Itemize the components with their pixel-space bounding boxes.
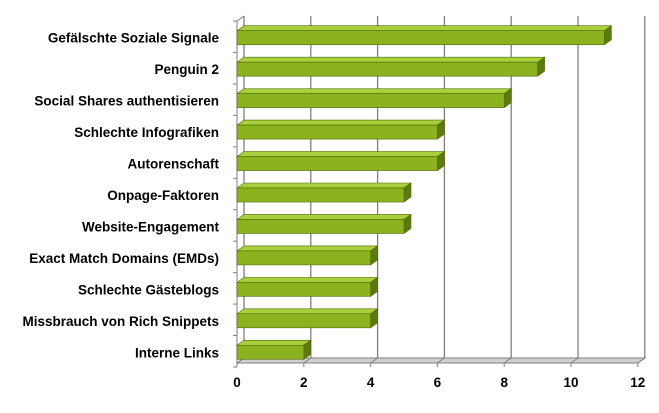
bar-top xyxy=(236,88,513,94)
left-wall-top-edge xyxy=(236,15,245,22)
floor-gridline xyxy=(437,357,445,364)
bar-top xyxy=(236,214,412,220)
bar xyxy=(236,187,405,203)
bar xyxy=(236,219,405,234)
category-label: Social Shares authentisieren xyxy=(34,94,219,109)
category-labels: Gefälschte Soziale Signale Penguin 2 Socia… xyxy=(22,31,219,361)
x-tick-labels: 0 2 4 6 8 10 12 xyxy=(233,375,645,390)
category-label: Gefälschte Soziale Signale xyxy=(48,31,220,46)
bar xyxy=(236,344,305,360)
bars xyxy=(236,25,613,360)
x-tick-label: 10 xyxy=(563,375,578,390)
floor-gridline xyxy=(570,357,579,364)
bar xyxy=(236,313,371,329)
category-label: Onpage-Faktoren xyxy=(107,188,219,203)
bar-top xyxy=(236,182,412,189)
bar-top xyxy=(236,56,546,63)
bar xyxy=(236,61,538,77)
bar xyxy=(236,282,371,297)
bar-top xyxy=(236,339,312,346)
floor-gridline xyxy=(370,357,378,364)
bar xyxy=(236,124,438,140)
bar xyxy=(236,30,605,46)
floor-gridline xyxy=(637,357,646,364)
category-label: Exact Match Domains (EMDs) xyxy=(29,251,219,266)
x-tick-label: 2 xyxy=(300,375,308,390)
category-label: Interne Links xyxy=(135,345,219,360)
category-label: Autorenschaft xyxy=(127,157,219,172)
x-tick-label: 8 xyxy=(500,375,508,390)
bar xyxy=(236,93,505,108)
x-tick-label: 0 xyxy=(233,375,241,390)
x-tick-label: 6 xyxy=(434,375,442,390)
floor-gridline xyxy=(303,357,312,364)
bar-top xyxy=(236,308,379,315)
category-label: Schlechte Infografiken xyxy=(74,125,219,140)
category-label: Schlechte Gästeblogs xyxy=(78,282,219,297)
bar-top xyxy=(236,277,379,283)
x-tick-label: 12 xyxy=(630,375,645,390)
bar-top xyxy=(236,25,613,32)
bar xyxy=(236,250,371,266)
bar-top xyxy=(236,245,379,252)
bar-top xyxy=(236,151,446,157)
floor-gridline xyxy=(503,357,512,364)
category-label: Website-Engagement xyxy=(82,219,220,234)
category-label: Missbrauch von Rich Snippets xyxy=(22,314,219,329)
bar-top xyxy=(236,119,446,126)
x-tick-label: 4 xyxy=(367,375,375,390)
category-label: Penguin 2 xyxy=(154,62,219,77)
bar xyxy=(236,156,438,171)
